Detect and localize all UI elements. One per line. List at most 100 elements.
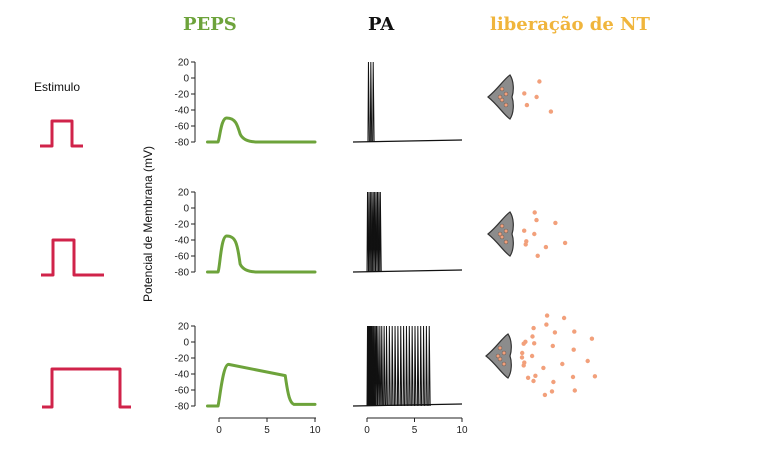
internal-vesicle: [503, 102, 509, 108]
stimulus-trace-3: [42, 367, 131, 409]
peps-trace-3: [205, 362, 317, 408]
released-vesicle: [534, 217, 539, 223]
peps-trace-2: [205, 234, 317, 274]
nt-terminal-group-1: [487, 74, 554, 120]
peps-y-tick-label: 20: [178, 58, 190, 69]
pa-spike: [385, 325, 388, 407]
pa-spike: [411, 325, 414, 407]
released-vesicle: [523, 242, 528, 247]
nt-terminal-group-2: [487, 210, 568, 258]
released-vesicle: [572, 329, 577, 334]
pa-spike: [416, 325, 420, 407]
peps-y-tick-label: -20: [175, 90, 190, 101]
pa-spike: [380, 325, 384, 407]
pa-spike: [378, 325, 382, 407]
title-nt-release: liberação de NT: [490, 14, 650, 35]
stimulus-trace-1: [40, 119, 83, 148]
peps-x-tick-label: 0: [216, 425, 222, 436]
pa-spike: [372, 61, 375, 143]
pa-x-tick-label: 0: [364, 425, 370, 436]
released-vesicle: [551, 379, 556, 385]
pa-spike: [383, 325, 386, 407]
released-vesicle: [532, 341, 537, 346]
released-vesicle: [535, 253, 540, 258]
pa-spike: [394, 325, 397, 407]
peps-y-tick-label: -80: [175, 268, 190, 279]
peps-x-tick-label: 5: [264, 425, 270, 436]
peps-y-tick-label: 0: [183, 204, 189, 215]
nt-terminal-group-3: [485, 313, 598, 398]
pa-spike: [414, 325, 417, 407]
peps-y-tick-label: -60: [175, 386, 190, 397]
internal-vesicle: [503, 91, 509, 97]
pa-spike: [399, 325, 403, 407]
title-peps: PEPS: [183, 14, 237, 35]
internal-vesicle: [499, 86, 505, 92]
peps-y-tick-label: -40: [175, 106, 190, 117]
released-vesicle: [530, 334, 535, 339]
released-vesicle: [522, 228, 527, 233]
internal-vesicle: [501, 361, 507, 367]
released-vesicle: [553, 220, 558, 226]
stimulus-label: Estimulo: [34, 80, 81, 94]
pa-spike: [419, 325, 423, 407]
peps-y-tick-label: -40: [175, 370, 190, 381]
released-vesicle: [533, 373, 538, 378]
released-vesicle: [531, 325, 536, 331]
pa-spike: [425, 325, 428, 407]
pa-spike: [369, 61, 373, 143]
released-vesicle: [571, 347, 576, 352]
internal-vesicle: [497, 94, 503, 100]
released-vesicle: [549, 389, 555, 394]
pa-baseline-1: [352, 139, 463, 143]
pa-spike: [367, 61, 370, 143]
released-vesicle: [548, 109, 554, 114]
internal-vesicle: [503, 228, 509, 234]
internal-vesicle: [497, 345, 503, 351]
pa-spike: [428, 325, 431, 407]
released-vesicle: [532, 210, 537, 215]
peps-y-tick-label: -60: [175, 122, 190, 133]
released-vesicle: [561, 315, 567, 321]
peps-x-tick-label: 10: [309, 425, 321, 436]
internal-vesicle: [495, 353, 501, 359]
stimulus-trace-2: [41, 238, 104, 277]
released-vesicle: [544, 322, 549, 327]
internal-vesicle: [501, 350, 507, 356]
internal-vesicle: [503, 239, 509, 245]
pa-spike: [376, 325, 380, 407]
released-vesicle: [537, 79, 542, 84]
peps-y-tick-label: 20: [178, 322, 190, 333]
internal-vesicle: [497, 231, 503, 237]
released-vesicle: [519, 355, 525, 360]
pa-spike: [422, 325, 425, 407]
released-vesicle: [521, 341, 526, 346]
released-vesicle: [542, 392, 548, 398]
peps-y-tick-label: 0: [183, 74, 189, 85]
released-vesicle: [525, 375, 531, 380]
released-vesicle: [541, 365, 546, 371]
released-vesicle: [520, 350, 525, 356]
peps-y-tick-label: -80: [175, 138, 190, 149]
released-vesicle: [572, 388, 577, 393]
pa-spike: [405, 325, 408, 407]
released-vesicle: [524, 102, 530, 108]
peps-y-tick-label: 0: [183, 338, 189, 349]
pa-spike: [396, 325, 400, 407]
pa-x-tick-label: 10: [456, 425, 468, 436]
title-pa: PA: [368, 14, 395, 35]
peps-y-tick-label: 20: [178, 188, 190, 199]
released-vesicle: [589, 336, 595, 341]
released-vesicle: [560, 361, 565, 367]
pa-spike: [388, 325, 391, 407]
released-vesicle: [585, 358, 590, 364]
released-vesicle: [531, 378, 536, 384]
peps-y-tick-label: -20: [175, 220, 190, 231]
released-vesicle: [521, 363, 526, 368]
released-vesicle: [522, 91, 527, 96]
peps-y-tick-label: -80: [175, 402, 190, 413]
released-vesicle: [532, 231, 537, 237]
released-vesicle: [592, 374, 598, 379]
pa-spike: [408, 325, 411, 407]
